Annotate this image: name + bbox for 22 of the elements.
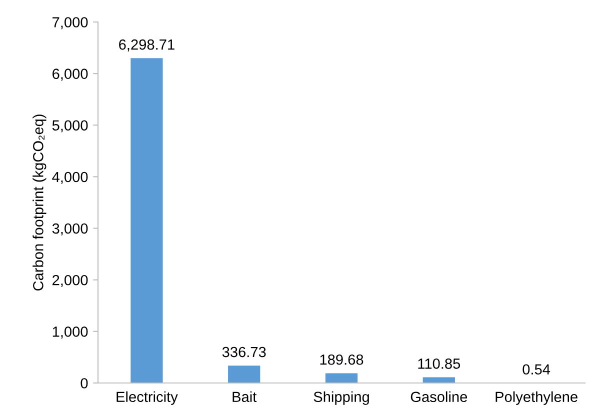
y-tick-label: 0 bbox=[80, 378, 88, 388]
x-tick-label: Polyethylene bbox=[496, 391, 578, 405]
data-label: 6,298.71 bbox=[119, 39, 174, 52]
x-tick-label: Bait bbox=[232, 391, 257, 402]
y-tick-label: 4,000 bbox=[52, 172, 88, 184]
data-label: 110.85 bbox=[418, 358, 460, 369]
y-tick-label: 3,000 bbox=[52, 223, 88, 236]
x-tick-label: Electricity bbox=[116, 391, 178, 405]
data-label: 189.68 bbox=[320, 354, 364, 365]
bar bbox=[228, 366, 260, 383]
y-tick-label: 7,000 bbox=[52, 17, 88, 30]
bar bbox=[325, 373, 358, 383]
y-tick-label: 1,000 bbox=[52, 326, 88, 339]
y-tick-label: 5,000 bbox=[52, 120, 88, 132]
bar bbox=[130, 58, 163, 383]
x-tick-label: Shipping bbox=[314, 391, 369, 405]
y-axis-title: Carbon footprint (kgCO₂eq) bbox=[32, 114, 46, 290]
y-tick-label: 6,000 bbox=[52, 68, 88, 81]
x-tick-label: Gasoline bbox=[410, 391, 468, 402]
y-tick-label: 2,000 bbox=[52, 274, 88, 288]
data-label: 0.54 bbox=[522, 364, 550, 375]
data-label: 336.73 bbox=[222, 346, 266, 358]
